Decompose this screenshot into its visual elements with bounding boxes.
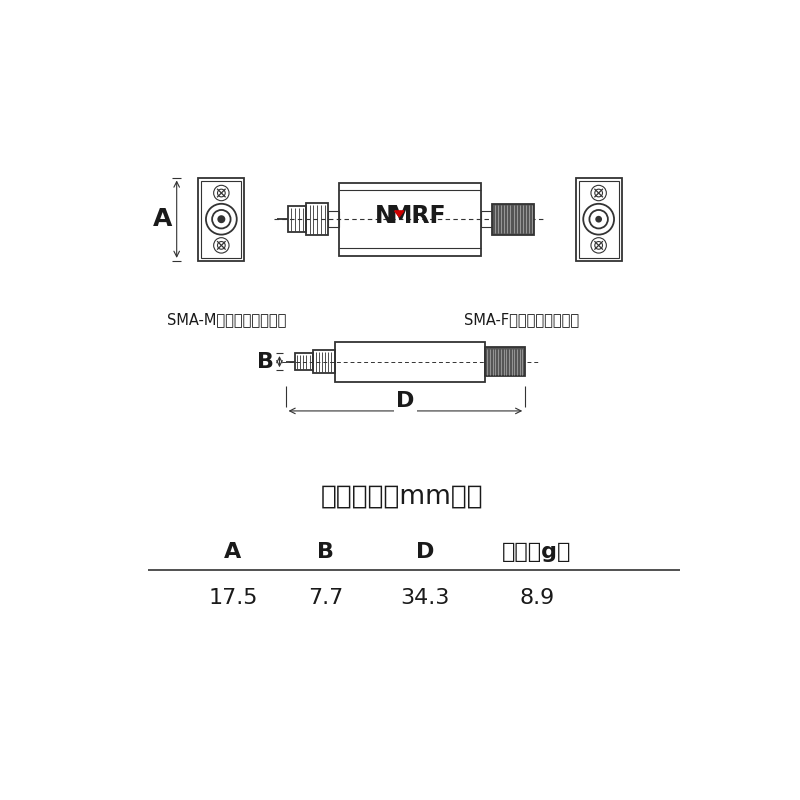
Circle shape <box>596 217 601 222</box>
Text: MRF: MRF <box>389 204 446 228</box>
Text: D: D <box>416 542 434 562</box>
Text: 8.9: 8.9 <box>519 588 554 608</box>
Bar <box>485 347 525 376</box>
Text: 7.7: 7.7 <box>308 588 343 608</box>
Bar <box>314 350 335 373</box>
Bar <box>198 178 245 261</box>
Text: N: N <box>374 204 394 228</box>
Text: D: D <box>396 391 414 411</box>
Text: B: B <box>317 542 334 562</box>
Text: A: A <box>224 542 242 562</box>
Bar <box>335 342 485 382</box>
Bar <box>492 204 534 234</box>
Text: 外观尺寸（mm）：: 外观尺寸（mm）： <box>321 483 484 510</box>
Bar <box>578 181 618 258</box>
Polygon shape <box>394 211 404 217</box>
Text: SMA-F（母，外螺内孔）: SMA-F（母，外螺内孔） <box>464 312 579 326</box>
Bar <box>295 353 314 370</box>
Text: 重量（g）: 重量（g） <box>502 542 572 562</box>
Bar <box>575 178 622 261</box>
Bar <box>328 211 338 227</box>
Text: B: B <box>257 352 274 372</box>
Bar <box>306 203 328 235</box>
Bar <box>202 181 242 258</box>
Bar <box>288 206 306 232</box>
Bar <box>482 211 492 227</box>
Text: 34.3: 34.3 <box>401 588 450 608</box>
Text: SMA-M（公，内螺内针）: SMA-M（公，内螺内针） <box>167 312 287 326</box>
Bar <box>338 182 482 256</box>
Text: A: A <box>153 207 173 231</box>
Circle shape <box>218 216 225 222</box>
Text: 17.5: 17.5 <box>208 588 258 608</box>
